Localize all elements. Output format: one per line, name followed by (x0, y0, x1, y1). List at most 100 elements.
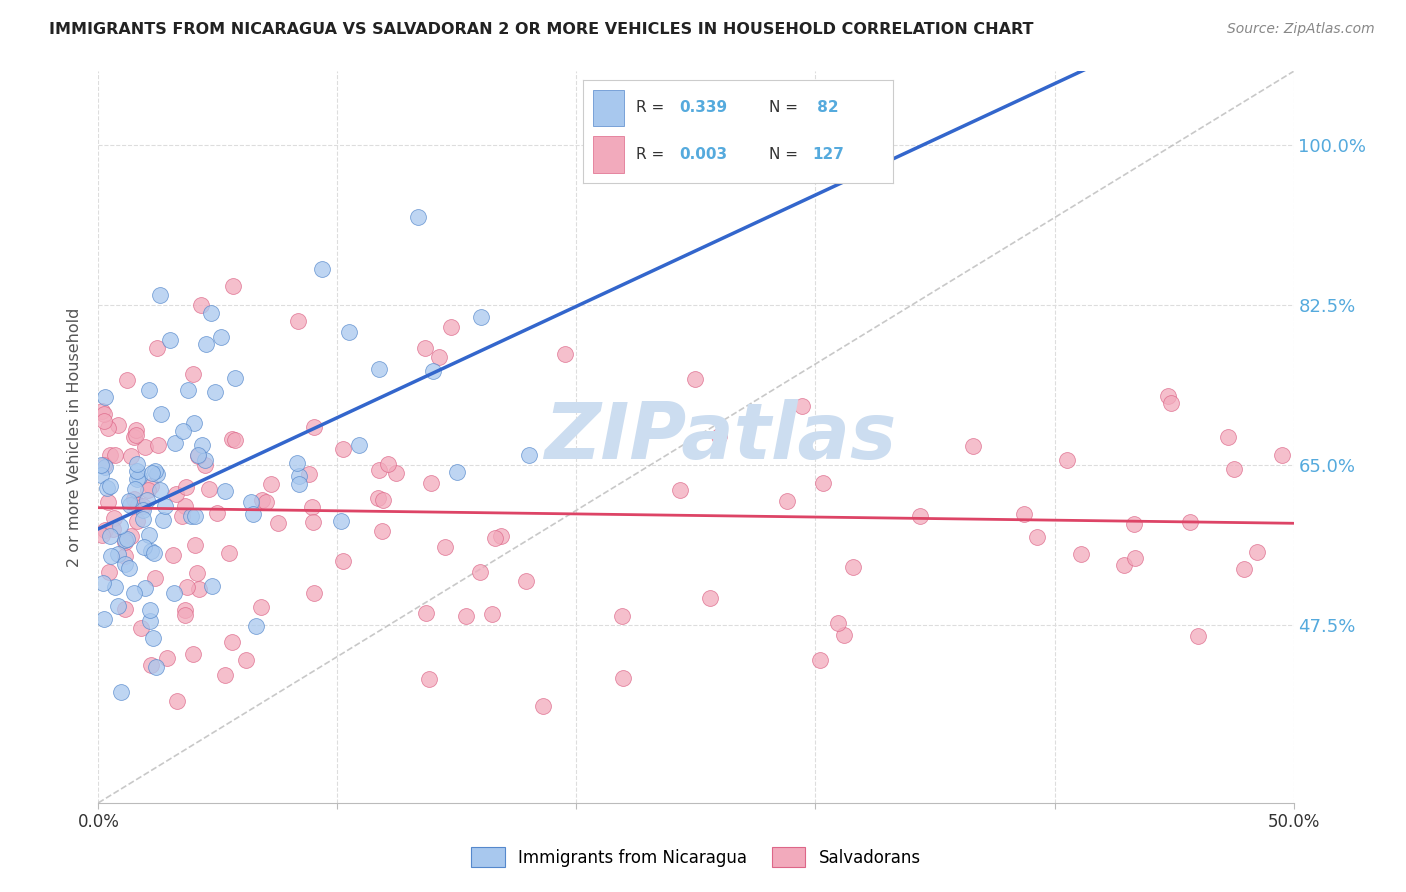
Point (242, 508, 264, 522)
Point (132, 512, 155, 526)
Point (118, 561, 141, 575)
Point (962, 439, 984, 453)
Point (114, 601, 136, 615)
Point (470, 310, 492, 324)
Bar (593, 136, 624, 173)
Point (418, 672, 440, 686)
Point (91, 575, 114, 590)
Point (141, 543, 163, 558)
Point (103, 522, 125, 536)
Point (120, 449, 142, 463)
Point (311, 262, 333, 277)
Point (110, 519, 132, 533)
Point (491, 529, 513, 543)
Text: 127: 127 (813, 146, 844, 161)
Point (367, 361, 389, 376)
Point (172, 424, 194, 438)
Point (297, 467, 319, 481)
Point (103, 511, 125, 525)
Point (194, 458, 217, 473)
Point (221, 279, 243, 293)
Point (187, 582, 209, 596)
Point (165, 487, 187, 501)
Point (245, 618, 267, 632)
Point (136, 483, 159, 498)
Point (302, 586, 325, 600)
Point (114, 533, 136, 548)
Point (143, 571, 166, 585)
Point (515, 574, 537, 589)
Point (683, 372, 706, 386)
Point (124, 483, 146, 497)
Point (198, 482, 221, 496)
Point (138, 528, 160, 542)
Point (149, 288, 172, 302)
Point (134, 440, 156, 454)
Point (415, 606, 437, 620)
Point (107, 547, 129, 561)
Point (114, 549, 136, 563)
Point (827, 616, 849, 631)
Point (184, 538, 207, 552)
Point (134, 540, 156, 554)
Point (176, 580, 198, 594)
Point (1070, 547, 1092, 561)
Point (214, 668, 236, 682)
Point (707, 429, 730, 443)
Point (94, 390, 117, 404)
Point (301, 500, 323, 514)
Point (141, 466, 163, 480)
Point (128, 469, 150, 483)
Point (115, 533, 138, 547)
Point (288, 469, 311, 483)
Point (110, 685, 132, 699)
Point (1123, 550, 1146, 565)
Point (120, 529, 142, 543)
Point (159, 333, 181, 347)
Point (93, 407, 115, 421)
Point (377, 457, 399, 471)
Point (554, 347, 576, 361)
Point (1271, 448, 1294, 462)
Point (808, 653, 831, 667)
Point (267, 516, 290, 530)
Point (135, 493, 157, 508)
Point (260, 477, 283, 491)
Point (191, 438, 214, 452)
Text: 82: 82 (813, 101, 839, 115)
Point (209, 330, 232, 344)
Point (166, 694, 188, 708)
Point (118, 493, 141, 508)
Point (1216, 430, 1239, 444)
Point (107, 599, 129, 613)
Point (332, 554, 354, 568)
Point (100, 549, 122, 563)
Point (93, 523, 115, 537)
Text: Source: ZipAtlas.com: Source: ZipAtlas.com (1227, 22, 1375, 37)
Point (235, 653, 257, 667)
Point (143, 464, 166, 478)
Point (201, 579, 224, 593)
Point (302, 515, 325, 529)
Point (90, 528, 112, 542)
Point (98, 478, 121, 492)
Y-axis label: 2 or more Vehicles in Household: 2 or more Vehicles in Household (67, 308, 83, 566)
Point (612, 671, 634, 685)
Text: R =: R = (636, 101, 669, 115)
Point (149, 407, 172, 421)
Text: 0.339: 0.339 (679, 101, 727, 115)
Point (122, 492, 145, 507)
Point (337, 325, 360, 339)
Point (139, 614, 162, 628)
Point (170, 509, 193, 524)
Point (186, 566, 208, 581)
Point (669, 483, 692, 497)
Point (1056, 452, 1078, 467)
Point (834, 628, 856, 642)
Text: R =: R = (636, 146, 669, 161)
Point (173, 603, 195, 617)
Point (413, 341, 436, 355)
Point (100, 529, 122, 543)
Point (367, 491, 389, 505)
Point (125, 428, 148, 442)
